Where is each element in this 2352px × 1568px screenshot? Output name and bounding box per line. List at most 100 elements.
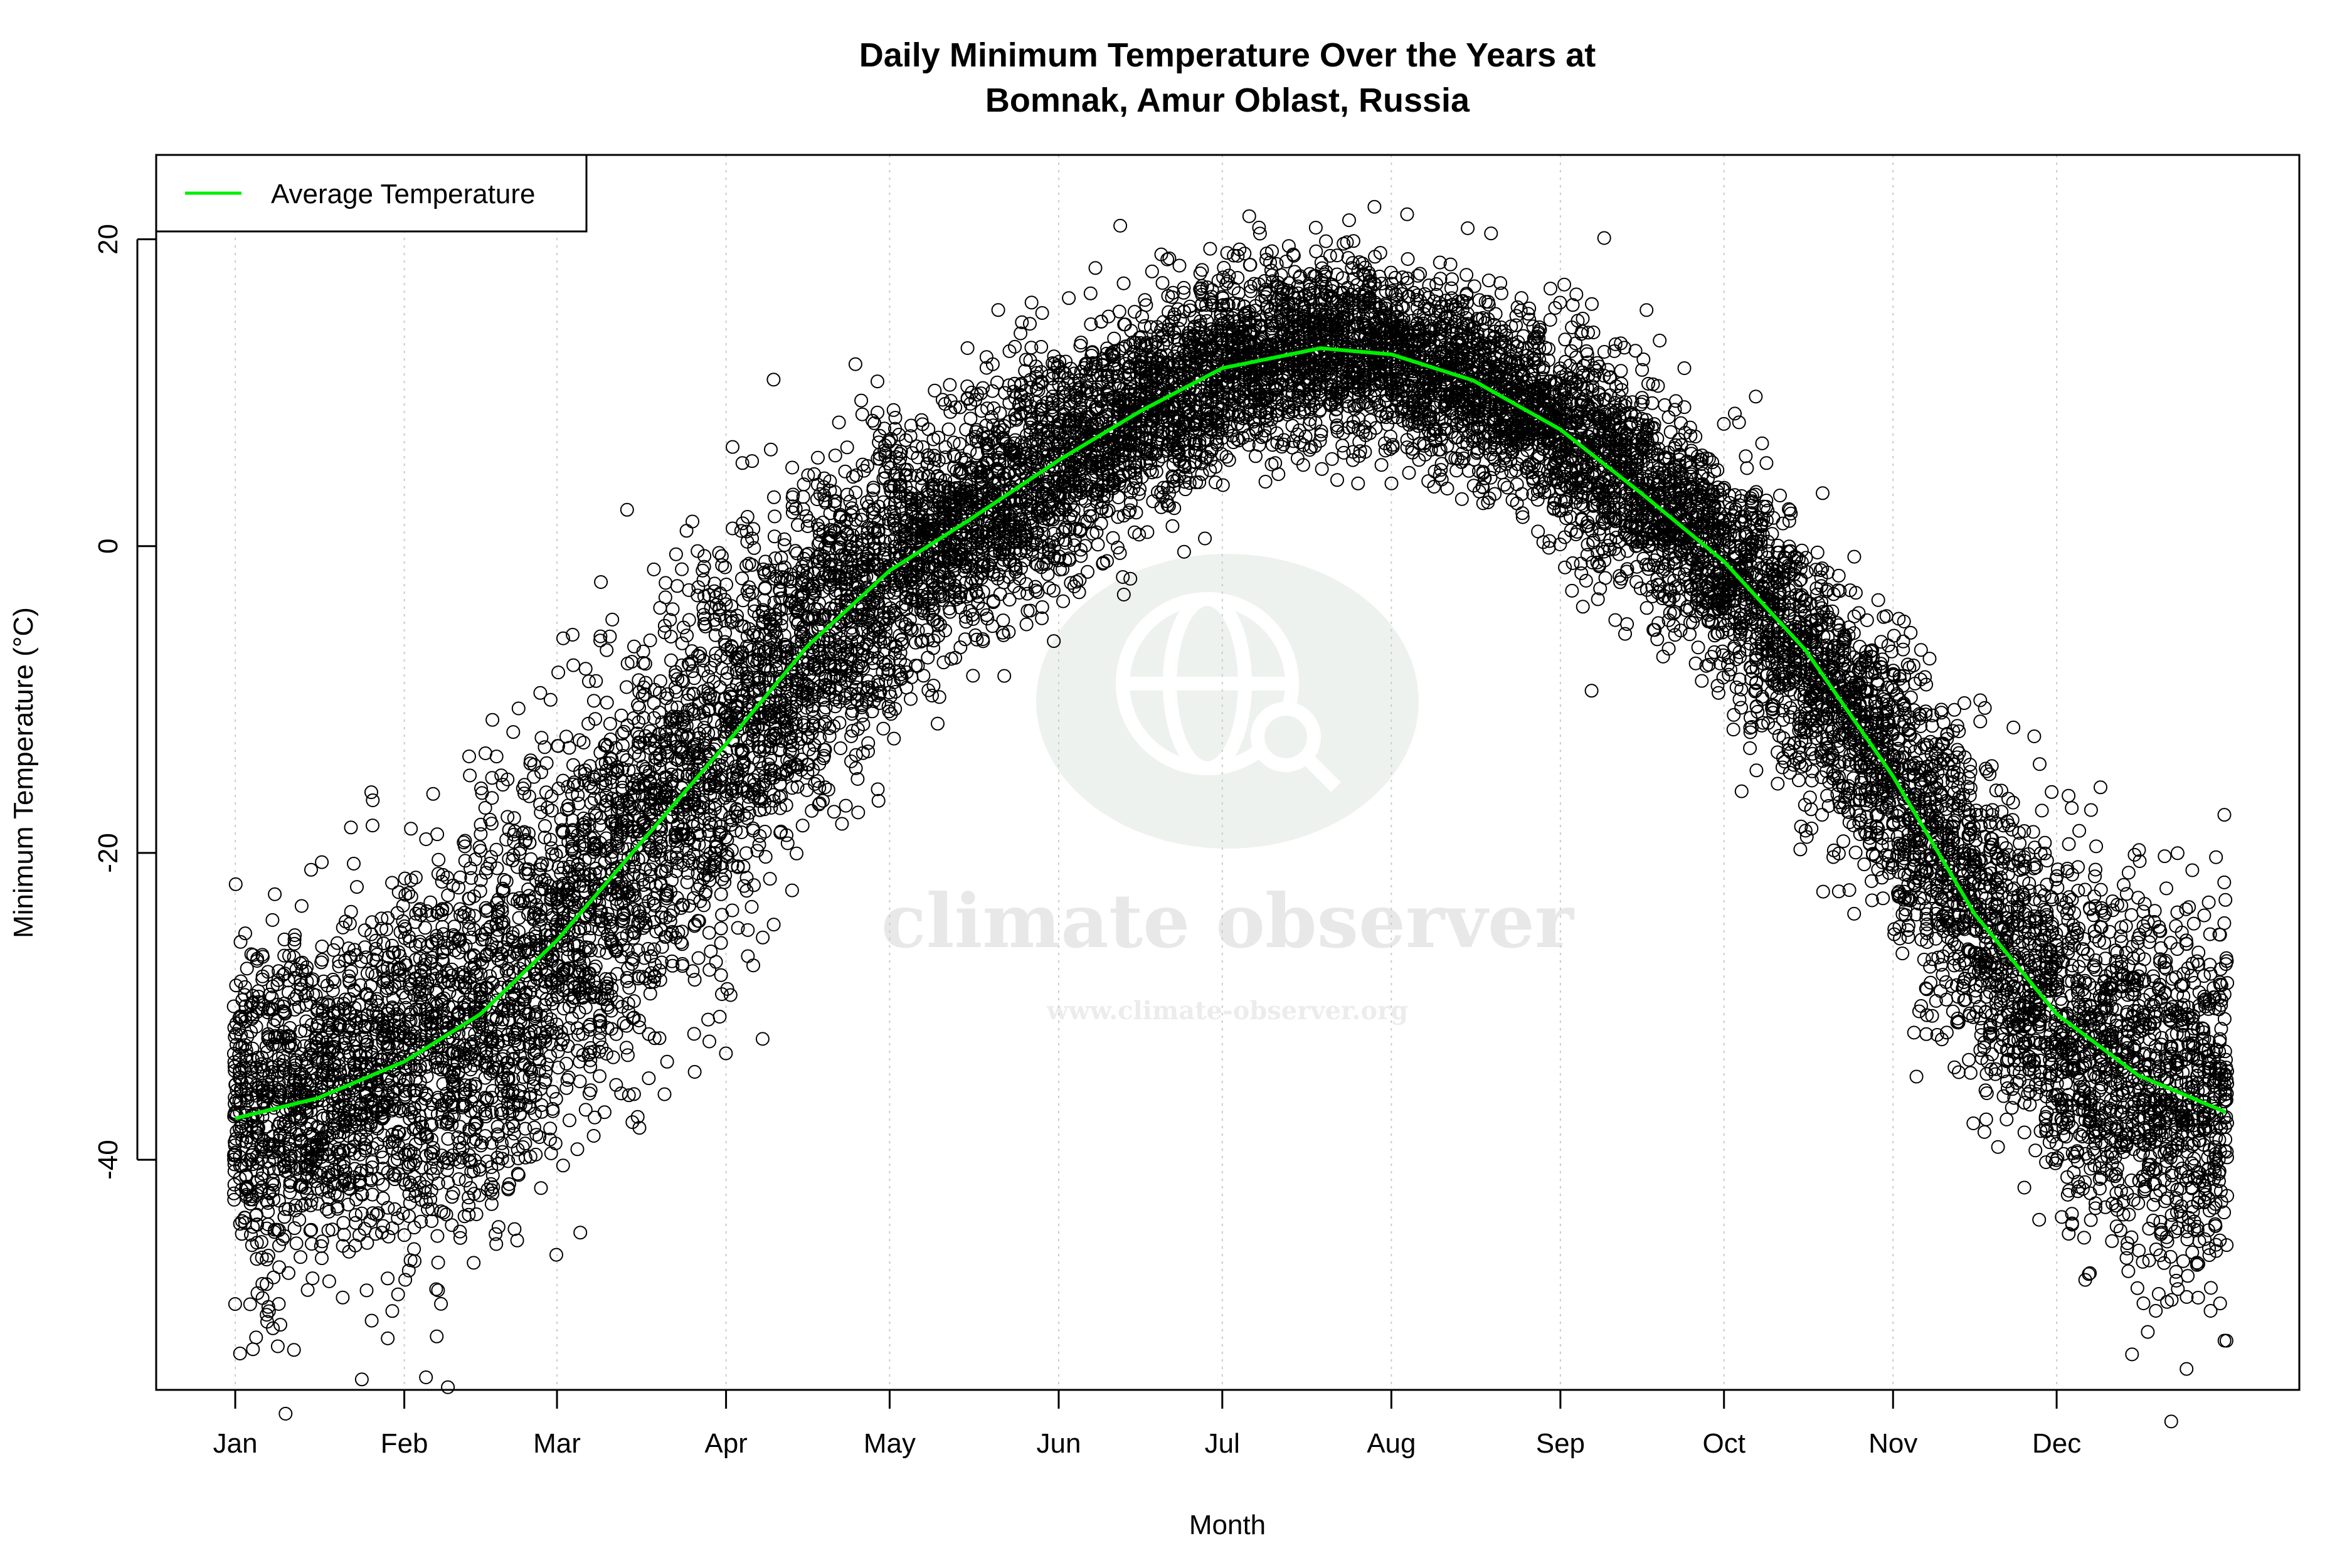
data-point [1962, 1052, 1976, 1067]
data-point [1019, 617, 1034, 632]
data-point [543, 1121, 558, 1136]
data-point [643, 987, 657, 1001]
data-point [790, 846, 803, 861]
chart-title-line1: Daily Minimum Temperature Over the Years… [859, 36, 1596, 74]
data-point [549, 1248, 563, 1262]
data-point [2105, 1234, 2119, 1248]
data-point [620, 680, 633, 694]
data-point [1367, 199, 1382, 214]
data-point [1467, 279, 1481, 294]
data-point [1258, 475, 1273, 489]
data-point [391, 1287, 405, 1301]
data-point [1663, 425, 1678, 439]
data-point [1008, 339, 1022, 354]
data-point [744, 899, 759, 914]
data-point [418, 921, 432, 935]
data-point [1116, 276, 1131, 290]
data-point [854, 393, 869, 408]
data-point [997, 669, 1012, 683]
data-point [365, 965, 379, 980]
data-point [802, 546, 816, 561]
data-point [2184, 968, 2198, 983]
data-point [1851, 606, 1866, 620]
data-point [354, 1206, 369, 1221]
data-point [516, 826, 530, 840]
watermark: climate observer www.climate-observer.or… [881, 554, 1575, 1025]
data-point [347, 857, 361, 871]
data-point [936, 655, 951, 670]
data-point [1081, 564, 1094, 579]
data-point [1991, 1140, 2005, 1154]
data-point [282, 1266, 295, 1280]
data-point [2197, 908, 2212, 923]
data-point [464, 1155, 478, 1169]
data-point [1759, 456, 1774, 470]
data-point [1046, 583, 1061, 598]
data-point [490, 1120, 505, 1134]
data-point [529, 1128, 544, 1142]
data-point [1793, 842, 1808, 857]
data-point [1963, 1066, 1978, 1080]
data-point [1739, 449, 1753, 464]
data-point [441, 888, 455, 903]
data-point [739, 559, 753, 573]
data-point [2109, 1219, 2124, 1234]
data-point [726, 440, 739, 454]
data-point [855, 407, 869, 421]
chart-title-line2: Bomnak, Amur Oblast, Russia [985, 82, 1470, 119]
data-point [1088, 261, 1103, 275]
data-point [430, 1329, 444, 1343]
data-point [1558, 560, 1572, 575]
data-point [2209, 1237, 2223, 1252]
data-point [336, 1216, 351, 1230]
data-point [344, 820, 358, 835]
data-point [657, 1087, 672, 1101]
data-point [2117, 877, 2131, 892]
data-point [739, 846, 753, 861]
data-point [1636, 395, 1650, 409]
data-point [1083, 286, 1098, 300]
data-point [287, 1343, 301, 1357]
data-point [1459, 268, 1474, 282]
data-point [881, 699, 896, 714]
data-point [511, 701, 526, 716]
data-point [849, 485, 863, 500]
data-point [1002, 344, 1017, 358]
data-point [419, 1370, 433, 1384]
data-point [1901, 930, 1915, 944]
data-point [267, 1270, 281, 1285]
data-point [2026, 861, 2041, 876]
data-point [1653, 334, 1667, 347]
data-point [294, 899, 309, 913]
data-point [538, 819, 552, 833]
data-point [632, 1020, 647, 1034]
data-point [1543, 313, 1557, 327]
data-point [2209, 1042, 2223, 1057]
data-point [1023, 603, 1037, 618]
data-point [709, 955, 723, 969]
data-point [620, 502, 634, 517]
data-point [603, 717, 617, 731]
data-point [755, 1032, 770, 1046]
data-point [1929, 931, 1943, 946]
data-point [839, 798, 853, 813]
data-point [1946, 775, 1960, 789]
data-point [2006, 720, 2021, 734]
data-point [1726, 723, 1740, 737]
data-point [1651, 616, 1666, 630]
data-point [2202, 1248, 2217, 1263]
data-point [835, 817, 849, 831]
data-point [1677, 400, 1692, 415]
data-point [228, 877, 243, 891]
data-point [1505, 493, 1520, 507]
data-point [1319, 234, 1333, 248]
data-point [1574, 556, 1588, 571]
data-point [1771, 776, 1785, 791]
data-point [1484, 226, 1498, 241]
watermark-name: climate observer [881, 877, 1575, 965]
data-point [1500, 480, 1515, 495]
data-point [1242, 209, 1256, 223]
data-point [1488, 487, 1502, 501]
data-point [2089, 1201, 2103, 1216]
